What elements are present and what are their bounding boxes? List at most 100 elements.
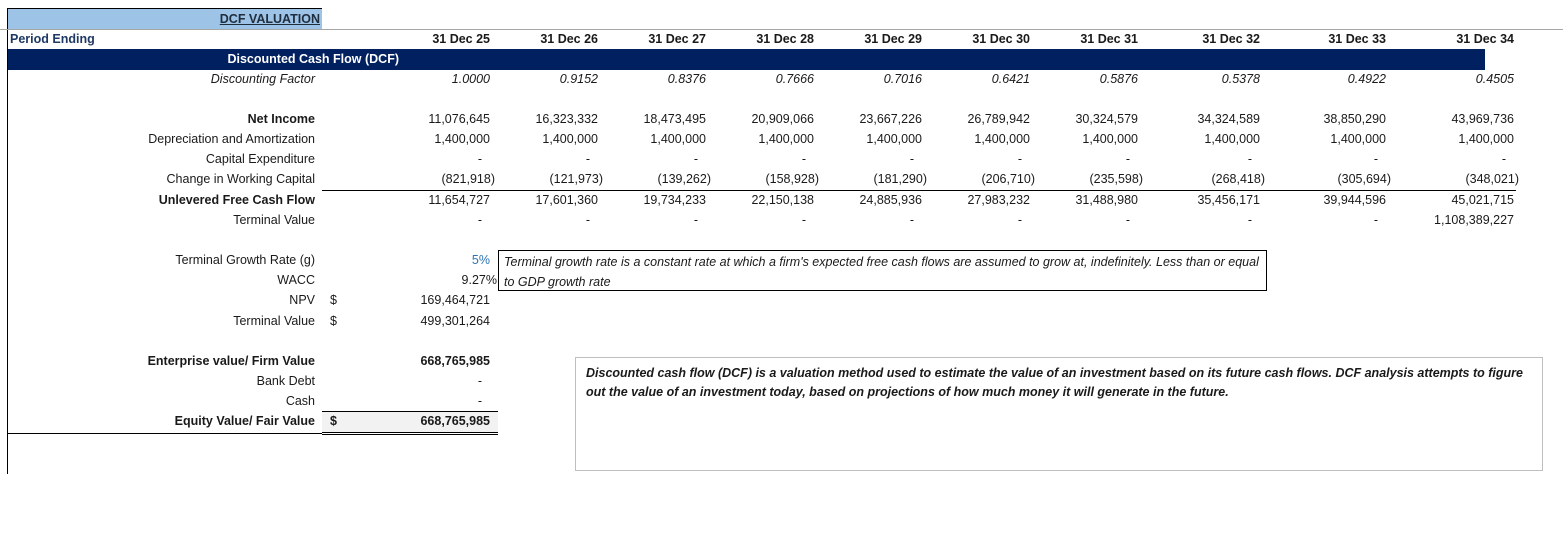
cell-working-capital[interactable]: (206,710) — [981, 172, 1035, 186]
cell-terminal-value[interactable]: - — [1125, 213, 1130, 227]
cash-value[interactable]: - — [477, 394, 482, 408]
cell-working-capital[interactable]: (181,290) — [873, 172, 927, 186]
growth-input[interactable]: 5% — [471, 253, 490, 267]
cell-capex[interactable]: - — [1125, 152, 1130, 166]
debt-label: Bank Debt — [256, 374, 315, 388]
cell-discounting-factor[interactable]: 0.5876 — [1099, 72, 1138, 86]
period-header: 31 Dec 30 — [972, 32, 1030, 46]
cell-net-income[interactable]: 26,789,942 — [967, 112, 1030, 126]
period-header: 31 Dec 25 — [432, 32, 490, 46]
cell-discounting-factor[interactable]: 0.7016 — [883, 72, 922, 86]
cell-net-income[interactable]: 43,969,736 — [1451, 112, 1514, 126]
cell-terminal-value[interactable]: - — [801, 213, 806, 227]
cell-discounting-factor[interactable]: 0.6421 — [991, 72, 1030, 86]
cell-capex[interactable]: - — [909, 152, 914, 166]
cell-working-capital[interactable]: (139,262) — [657, 172, 711, 186]
cell-net-income[interactable]: 20,909,066 — [751, 112, 814, 126]
cell-discounting-factor[interactable]: 1.0000 — [451, 72, 490, 86]
cell-capex[interactable]: - — [1017, 152, 1022, 166]
cell-terminal-value[interactable]: - — [909, 213, 914, 227]
cell-working-capital[interactable]: (235,598) — [1089, 172, 1143, 186]
row-label-discounting-factor: Discounting Factor — [210, 72, 315, 86]
cell-working-capital[interactable]: (268,418) — [1211, 172, 1265, 186]
cell-net-income[interactable]: 34,324,589 — [1197, 112, 1260, 126]
equity-highlight — [322, 412, 498, 432]
cell-ufcf[interactable]: 39,944,596 — [1323, 193, 1386, 207]
cell-capex[interactable]: - — [585, 152, 590, 166]
cell-ufcf[interactable]: 45,021,715 — [1451, 193, 1514, 207]
equity-value[interactable]: 668,765,985 — [420, 414, 490, 428]
cell-working-capital[interactable]: (158,928) — [765, 172, 819, 186]
cell-net-income[interactable]: 38,850,290 — [1323, 112, 1386, 126]
cell-working-capital[interactable]: (121,973) — [549, 172, 603, 186]
title-cell[interactable]: DCF VALUATION — [8, 8, 322, 29]
cell-capex[interactable]: - — [1373, 152, 1378, 166]
npv-label: NPV — [289, 293, 315, 307]
cell-terminal-value[interactable]: - — [585, 213, 590, 227]
cell-ufcf[interactable]: 19,734,233 — [643, 193, 706, 207]
cell-discounting-factor[interactable]: 0.5378 — [1221, 72, 1260, 86]
cell-working-capital[interactable]: (348,021) — [1465, 172, 1519, 186]
cell-ufcf[interactable]: 27,983,232 — [967, 193, 1030, 207]
cash-label: Cash — [285, 394, 315, 408]
cell-depreciation[interactable]: 1,400,000 — [1330, 132, 1386, 146]
period-ending-label: Period Ending — [10, 32, 95, 46]
cell-ufcf[interactable]: 17,601,360 — [535, 193, 598, 207]
period-header: 31 Dec 27 — [648, 32, 706, 46]
cell-discounting-factor[interactable]: 0.9152 — [559, 72, 598, 86]
cell-capex[interactable]: - — [1501, 152, 1506, 166]
cell-depreciation[interactable]: 1,400,000 — [434, 132, 490, 146]
cell-capex[interactable]: - — [693, 152, 698, 166]
cell-capex[interactable]: - — [1247, 152, 1252, 166]
cell-depreciation[interactable]: 1,400,000 — [650, 132, 706, 146]
cell-terminal-value[interactable]: 1,108,389,227 — [1434, 213, 1514, 227]
cell-working-capital[interactable]: (305,694) — [1337, 172, 1391, 186]
wacc-label: WACC — [277, 273, 315, 287]
cell-capex[interactable]: - — [477, 152, 482, 166]
cell-net-income[interactable]: 23,667,226 — [859, 112, 922, 126]
cell-ufcf[interactable]: 35,456,171 — [1197, 193, 1260, 207]
cell-terminal-value[interactable]: - — [477, 213, 482, 227]
cell-depreciation[interactable]: 1,400,000 — [1082, 132, 1138, 146]
npv-value[interactable]: 169,464,721 — [420, 293, 490, 307]
wacc-value[interactable]: 9.27% — [461, 273, 497, 287]
row-label-ufcf: Unlevered Free Cash Flow — [158, 193, 315, 207]
cell-depreciation[interactable]: 1,400,000 — [866, 132, 922, 146]
cell-ufcf[interactable]: 24,885,936 — [859, 193, 922, 207]
cell-depreciation[interactable]: 1,400,000 — [1458, 132, 1514, 146]
row-label-capex: Capital Expenditure — [205, 152, 315, 166]
period-header: 31 Dec 32 — [1202, 32, 1260, 46]
period-header: 31 Dec 31 — [1080, 32, 1138, 46]
cell-depreciation[interactable]: 1,400,000 — [758, 132, 814, 146]
ev-value[interactable]: 668,765,985 — [420, 354, 490, 368]
row-label-working-capital: Change in Working Capital — [166, 172, 315, 186]
dcf-description-box[interactable]: Discounted cash flow (DCF) is a valuatio… — [575, 357, 1543, 471]
period-header: 31 Dec 33 — [1328, 32, 1386, 46]
cell-ufcf[interactable]: 31,488,980 — [1075, 193, 1138, 207]
subtotal-rule — [322, 190, 1516, 191]
cell-ufcf[interactable]: 11,654,727 — [428, 193, 490, 207]
cell-discounting-factor[interactable]: 0.7666 — [775, 72, 814, 86]
cell-terminal-value[interactable]: - — [1373, 213, 1378, 227]
tv-value[interactable]: 499,301,264 — [420, 314, 490, 328]
cell-ufcf[interactable]: 22,150,138 — [751, 193, 814, 207]
cell-net-income[interactable]: 16,323,332 — [535, 112, 598, 126]
cell-depreciation[interactable]: 1,400,000 — [1204, 132, 1260, 146]
cell-net-income[interactable]: 18,473,495 — [643, 112, 706, 126]
growth-rate-note[interactable]: Terminal growth rate is a constant rate … — [498, 250, 1267, 291]
cell-terminal-value[interactable]: - — [1017, 213, 1022, 227]
cell-terminal-value[interactable]: - — [1247, 213, 1252, 227]
cell-terminal-value[interactable]: - — [693, 213, 698, 227]
cell-capex[interactable]: - — [801, 152, 806, 166]
cell-working-capital[interactable]: (821,918) — [441, 172, 495, 186]
cell-net-income[interactable]: 11,076,645 — [428, 112, 490, 126]
debt-value[interactable]: - — [477, 374, 482, 388]
cell-discounting-factor[interactable]: 0.8376 — [667, 72, 706, 86]
cell-discounting-factor[interactable]: 0.4505 — [1475, 72, 1514, 86]
cell-depreciation[interactable]: 1,400,000 — [542, 132, 598, 146]
cell-depreciation[interactable]: 1,400,000 — [974, 132, 1030, 146]
cell-net-income[interactable]: 30,324,579 — [1075, 112, 1138, 126]
cell-discounting-factor[interactable]: 0.4922 — [1347, 72, 1386, 86]
row-label-net-income: Net Income — [247, 112, 315, 126]
npv-currency: $ — [330, 293, 337, 307]
